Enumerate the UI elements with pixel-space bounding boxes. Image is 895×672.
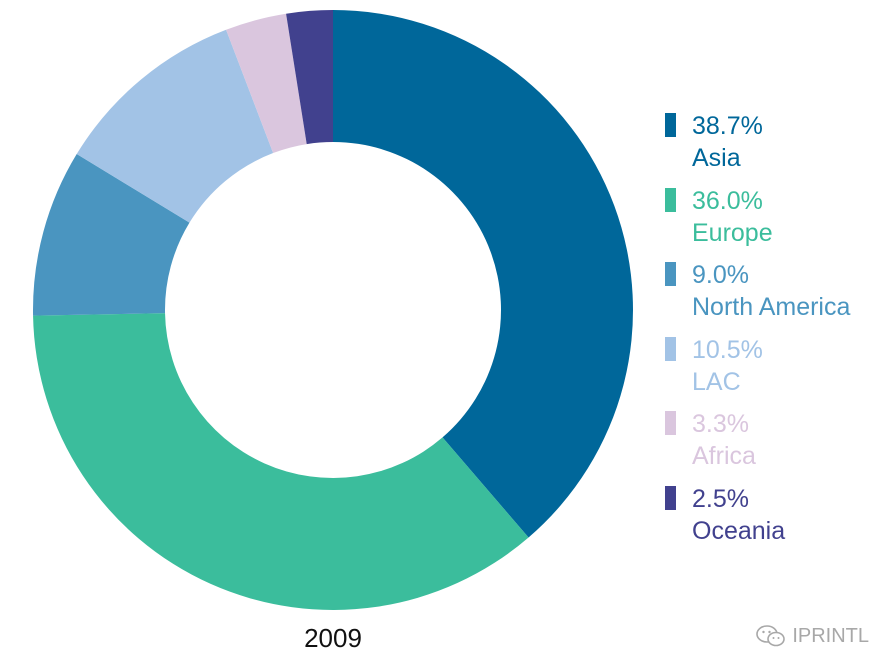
slice-oceania	[286, 10, 333, 145]
legend-swatch	[665, 411, 676, 435]
legend-swatch	[665, 262, 676, 286]
legend-swatch	[665, 113, 676, 137]
legend-value: 36.0%	[692, 186, 763, 215]
slice-north-america	[33, 154, 190, 316]
legend-value: 10.5%	[692, 335, 763, 364]
wechat-icon	[756, 625, 786, 647]
slice-africa	[226, 13, 307, 154]
legend-name: Oceania	[692, 516, 786, 545]
slice-asia	[333, 10, 634, 538]
watermark: IPRINTL	[756, 624, 869, 648]
year-label: 2009	[304, 623, 362, 653]
legend-value: 9.0%	[692, 261, 749, 289]
slice-lac	[76, 29, 274, 223]
legend-swatch	[665, 187, 676, 212]
legend-value: 38.7%	[692, 112, 763, 140]
slice-europe	[33, 313, 529, 610]
watermark-text: IPRINTL	[792, 624, 869, 647]
legend-swatch	[665, 485, 676, 510]
legend-swatch	[665, 336, 676, 361]
legend-name: North America	[692, 293, 851, 321]
legend-name: Asia	[692, 144, 741, 172]
legend-name: Europe	[692, 218, 773, 247]
legend-value: 2.5%	[692, 484, 749, 513]
legend-name: LAC	[692, 367, 741, 396]
legend-name: Africa	[692, 442, 756, 470]
legend-value: 3.3%	[692, 410, 749, 438]
